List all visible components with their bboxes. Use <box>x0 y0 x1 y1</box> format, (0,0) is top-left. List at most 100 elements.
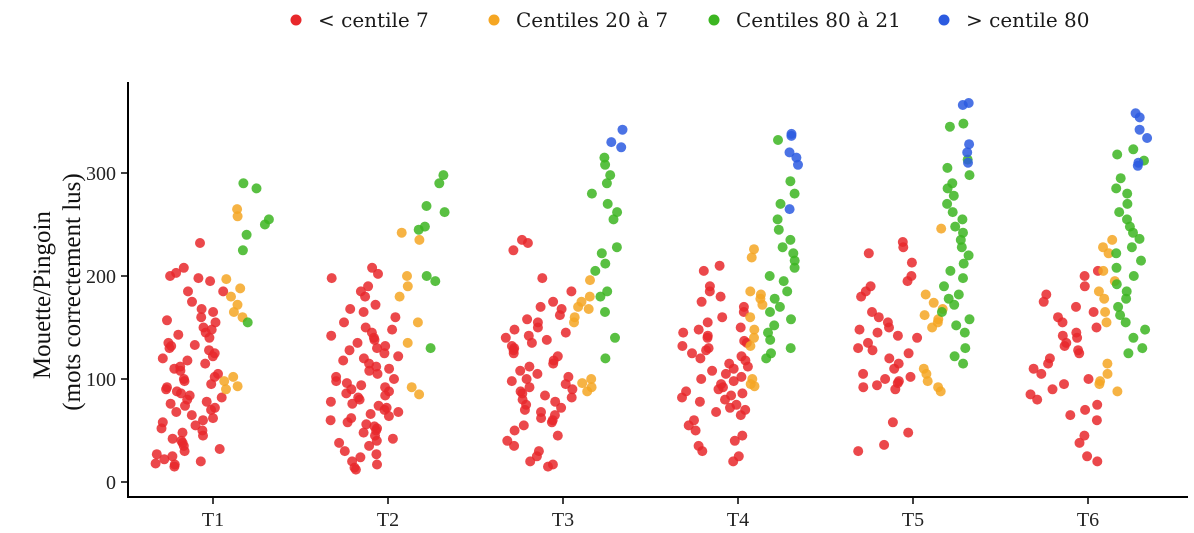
y-axis-title: Mouette/Pingoin (mots correctement lus) <box>29 173 86 410</box>
data-point <box>678 327 689 338</box>
data-point <box>536 413 547 424</box>
data-point <box>956 242 967 253</box>
data-point <box>259 219 270 230</box>
data-point <box>1079 281 1090 292</box>
data-point <box>228 371 239 382</box>
data-point <box>525 456 536 467</box>
data-point <box>1047 384 1058 395</box>
data-point <box>884 322 894 333</box>
data-point <box>509 324 520 335</box>
data-point <box>960 343 971 354</box>
data-point <box>326 330 337 341</box>
data-point <box>573 301 584 312</box>
legend: < centile 7 Centiles 20 à 7 Centiles 80 à … <box>290 8 1090 32</box>
data-point <box>1079 430 1090 441</box>
data-point <box>364 440 375 451</box>
data-point <box>880 374 891 384</box>
data-point <box>205 276 216 287</box>
data-point <box>745 341 756 351</box>
data-point <box>858 368 869 379</box>
data-point <box>371 449 382 460</box>
data-point <box>735 410 746 421</box>
data-point <box>195 238 205 248</box>
data-point <box>944 121 955 132</box>
data-point <box>1100 307 1111 317</box>
data-point <box>509 440 520 451</box>
data-point <box>1071 301 1081 312</box>
data-point <box>728 376 739 387</box>
data-point <box>219 376 230 387</box>
data-point <box>1036 368 1047 379</box>
data-point <box>518 420 529 431</box>
data-point <box>434 178 445 189</box>
data-point <box>957 214 968 225</box>
data-point <box>522 238 533 248</box>
data-point <box>165 271 176 281</box>
data-point <box>361 419 372 430</box>
data-point <box>872 380 882 391</box>
data-point <box>584 291 595 302</box>
data-point <box>387 433 398 444</box>
data-point <box>1122 198 1133 209</box>
data-point <box>1111 183 1122 194</box>
data-point <box>251 183 262 194</box>
data-point <box>414 389 425 400</box>
data-point <box>1120 317 1131 328</box>
data-point <box>701 345 712 356</box>
data-point <box>677 392 687 403</box>
data-point <box>169 461 180 472</box>
data-point <box>889 363 900 374</box>
x-tick-label: T5 <box>902 509 924 531</box>
data-point <box>235 283 246 294</box>
data-point <box>165 398 176 409</box>
data-point <box>187 296 197 307</box>
data-point <box>867 307 877 317</box>
data-point <box>226 291 236 302</box>
data-point <box>177 427 188 438</box>
data-point <box>1112 386 1123 397</box>
data-point <box>922 376 933 387</box>
data-point <box>749 381 760 392</box>
data-point <box>206 404 217 415</box>
data-point <box>567 384 578 395</box>
data-point <box>383 411 394 422</box>
x-axis-ticks: T1 T2 T3 T4 T5 T6 <box>202 497 1099 531</box>
data-point <box>1142 133 1153 143</box>
data-point <box>585 275 595 286</box>
data-point <box>389 374 399 384</box>
data-point <box>1113 301 1124 312</box>
data-point <box>853 343 864 354</box>
data-point <box>737 388 748 399</box>
x-tick-label: T2 <box>377 509 399 531</box>
data-point <box>338 355 349 366</box>
data-point <box>1092 456 1103 467</box>
data-point <box>365 409 376 419</box>
data-point <box>198 430 208 441</box>
data-point <box>521 374 532 384</box>
data-point <box>373 268 383 279</box>
data-point <box>959 327 970 338</box>
data-point <box>369 334 380 345</box>
data-point <box>364 365 375 376</box>
data-point <box>421 201 432 211</box>
data-point <box>1134 124 1145 135</box>
data-point <box>928 297 939 308</box>
data-point <box>524 361 535 372</box>
data-point <box>167 433 178 444</box>
data-point <box>1128 332 1139 343</box>
data-point <box>600 353 611 364</box>
data-point <box>902 276 913 287</box>
data-point <box>167 451 178 462</box>
data-point <box>1128 271 1139 281</box>
legend-label: > centile 80 <box>966 8 1090 32</box>
data-point <box>412 317 423 328</box>
data-point <box>677 341 688 351</box>
x-tick-label: T6 <box>1077 509 1099 531</box>
data-point <box>707 365 718 376</box>
data-point <box>611 242 622 253</box>
data-point <box>696 296 707 307</box>
data-point <box>958 118 969 129</box>
data-point <box>519 404 530 415</box>
data-point <box>1092 399 1103 410</box>
data-point <box>1126 242 1137 253</box>
